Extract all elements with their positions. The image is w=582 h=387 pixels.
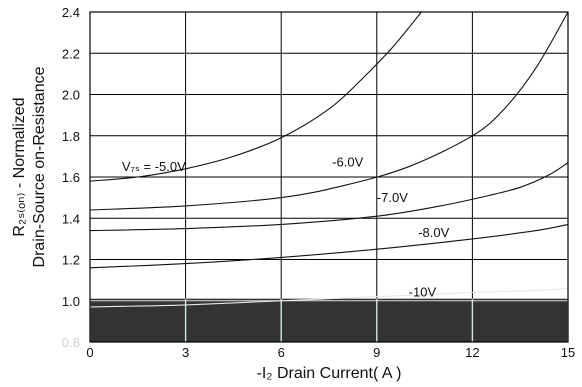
curve-label-1: -6.0V — [332, 155, 363, 170]
grid — [89, 11, 569, 343]
plot-frame — [89, 11, 569, 343]
curve-label-2: -7.0V — [377, 190, 408, 205]
x-tick-label-5: 15 — [561, 345, 575, 360]
y-tick-label-7: 2.2 — [62, 46, 80, 61]
series-group — [89, 11, 569, 308]
y-tick-label-1: 1.0 — [62, 294, 80, 309]
y-tick-labels: 0.8 1.0 1.2 1.4 1.6 1.8 2.0 2.2 2.4 — [62, 5, 80, 350]
y-tick-label-0: 0.8 — [62, 335, 80, 350]
curve-label-0: V₇ₛ = -5.0V — [122, 159, 186, 174]
y-tick-label-5: 1.8 — [62, 129, 80, 144]
y-tick-label-8: 2.4 — [62, 5, 80, 20]
y-tick-label-6: 2.0 — [62, 88, 80, 103]
x-tick-label-2: 6 — [278, 345, 285, 360]
series-line-0 — [89, 11, 422, 182]
x-tick-labels: 0 3 6 9 12 15 — [86, 345, 575, 360]
x-axis-title: -I₂ Drain Current( A ) — [257, 365, 402, 382]
series-line-3 — [89, 223, 569, 269]
y-tick-label-2: 1.2 — [62, 253, 80, 268]
dark-band-rect — [90, 298, 568, 342]
x-tick-label-3: 9 — [373, 345, 380, 360]
curve-labels: V₇ₛ = -5.0V -6.0V -7.0V -8.0V -10V — [122, 155, 450, 300]
curve-label-3: -8.0V — [418, 225, 449, 240]
x-tick-label-0: 0 — [86, 345, 93, 360]
y-axis-title-line1: R₂ₛ₍ₒₙ₎ - Normalized — [11, 97, 28, 236]
series-line-4 — [89, 287, 569, 308]
series-line-1 — [89, 11, 569, 211]
y-axis-title-line2: Drain-Source on-Resistance — [31, 66, 48, 267]
x-tick-label-1: 3 — [182, 345, 189, 360]
y-tick-label-3: 1.4 — [62, 211, 80, 226]
series-line-2 — [89, 162, 569, 232]
x-tick-label-4: 12 — [465, 345, 479, 360]
curve-label-4: -10V — [409, 285, 437, 300]
y-tick-label-4: 1.6 — [62, 170, 80, 185]
